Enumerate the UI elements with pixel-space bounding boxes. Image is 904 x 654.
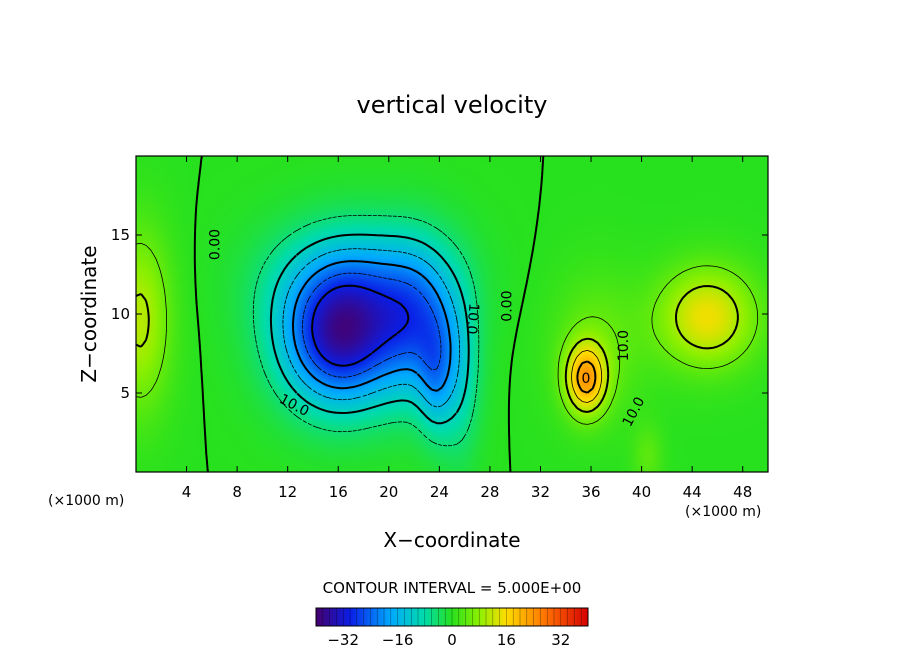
contour-level-neg10 [269,233,470,425]
x-axis-ticks: 4 8 12 16 20 24 28 32 36 40 44 48 [182,156,752,501]
x-tick-label: 12 [278,483,297,501]
colorbar-tick-label: −32 [327,631,359,649]
contour-level-10 [136,285,739,413]
contour-level-0 [193,156,545,472]
x-tick-label: 36 [581,483,600,501]
y-tick-label: 15 [111,226,130,244]
contour-interval: CONTOUR INTERVAL = 5.000E+00 [323,579,582,597]
contour-level-5 [136,242,759,425]
x-tick-label: 24 [430,483,449,501]
contour-level-neg30 [311,284,410,367]
x-tick-label: 32 [531,483,550,501]
contour-level-15 [571,350,603,403]
contour-level-neg15 [282,248,460,408]
x-tick-label: 16 [329,483,348,501]
x-tick-label: 4 [182,483,192,501]
colorbar-tick-label: 32 [551,631,570,649]
contour-label: 10.0 [463,303,482,335]
x-tick-label: 8 [232,483,242,501]
colorbar-ticks: −32 −16 0 16 32 [327,631,570,649]
contour-label: 0.00 [208,229,224,260]
contour-lines [136,156,759,472]
x-unit-right: (×1000 m) [685,504,761,520]
x-tick-label: 28 [480,483,499,501]
x-unit-left: (×1000 m) [48,493,124,509]
colorbar-tick-label: −16 [382,631,414,649]
x-tick-label: 40 [632,483,651,501]
contour-label: 0 [582,371,591,387]
contour-level-20 [576,360,597,394]
colorbar-tick-label: 0 [447,631,457,649]
contour-level-neg25 [302,272,442,378]
contour-level-neg5 [252,214,480,447]
contour-level-neg20 [292,260,452,392]
colorbar [315,607,589,627]
velocity-field [136,156,768,472]
y-tick-label: 10 [111,305,130,323]
x-tick-label: 48 [733,483,752,501]
contour-label: 0.00 [500,291,516,322]
colorbar-tick-label: 16 [497,631,516,649]
y-tick-label: 5 [120,384,130,402]
x-tick-label: 20 [379,483,398,501]
contour-label: 10.0 [616,330,632,361]
y-axis-label: Z−coordinate [77,245,101,382]
x-tick-label: 44 [683,483,702,501]
x-axis-label: X−coordinate [383,528,520,552]
y-axis-ticks: 5 10 15 [111,226,768,402]
chart-title: vertical velocity [357,91,548,119]
